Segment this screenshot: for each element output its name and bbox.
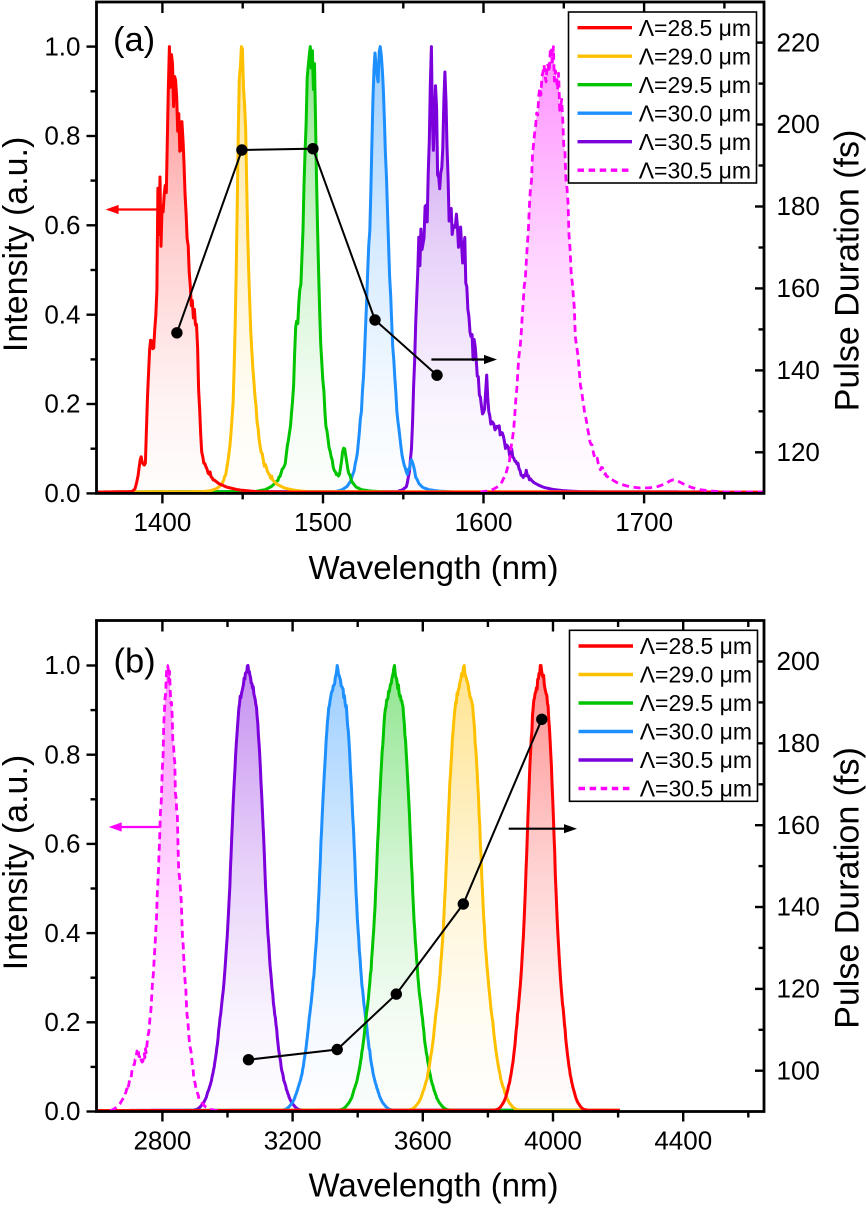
svg-text:Λ=30.5 μm: Λ=30.5 μm bbox=[639, 129, 751, 155]
svg-text:Pulse Duration (fs): Pulse Duration (fs) bbox=[829, 747, 866, 1029]
svg-text:180: 180 bbox=[777, 728, 820, 758]
svg-text:Pulse Duration (fs): Pulse Duration (fs) bbox=[829, 130, 866, 412]
svg-text:Λ=29.0 μm: Λ=29.0 μm bbox=[639, 43, 751, 69]
svg-text:Wavelength (nm): Wavelength (nm) bbox=[308, 1167, 558, 1204]
svg-text:200: 200 bbox=[777, 109, 820, 139]
svg-text:Intensity (a.u.): Intensity (a.u.) bbox=[0, 755, 35, 970]
svg-text:Λ=30.0 μm: Λ=30.0 μm bbox=[640, 719, 752, 745]
svg-text:Λ=30.0 μm: Λ=30.0 μm bbox=[639, 100, 751, 126]
svg-text:180: 180 bbox=[777, 191, 820, 221]
svg-text:0.2: 0.2 bbox=[44, 389, 80, 419]
svg-text:Λ=30.5 μm: Λ=30.5 μm bbox=[639, 157, 751, 183]
svg-text:Λ=29.0 μm: Λ=29.0 μm bbox=[640, 662, 752, 688]
svg-text:0.4: 0.4 bbox=[44, 918, 80, 948]
svg-text:3200: 3200 bbox=[264, 1126, 322, 1156]
svg-text:Intensity (a.u.): Intensity (a.u.) bbox=[0, 137, 35, 352]
svg-text:0.6: 0.6 bbox=[44, 210, 80, 240]
svg-text:Λ=28.5 μm: Λ=28.5 μm bbox=[639, 15, 751, 41]
svg-text:120: 120 bbox=[777, 437, 820, 467]
svg-text:0.6: 0.6 bbox=[44, 829, 80, 859]
svg-text:Λ=30.5 μm: Λ=30.5 μm bbox=[640, 747, 752, 773]
svg-text:1600: 1600 bbox=[455, 507, 513, 537]
svg-text:1500: 1500 bbox=[294, 507, 352, 537]
svg-text:0.8: 0.8 bbox=[44, 121, 80, 151]
svg-text:Λ=28.5 μm: Λ=28.5 μm bbox=[640, 633, 752, 659]
svg-text:120: 120 bbox=[777, 974, 820, 1004]
svg-text:Λ=30.5 μm: Λ=30.5 μm bbox=[640, 776, 752, 802]
svg-text:Wavelength (nm): Wavelength (nm) bbox=[308, 549, 558, 586]
svg-text:100: 100 bbox=[777, 1055, 820, 1085]
svg-text:0.4: 0.4 bbox=[44, 299, 80, 329]
svg-text:0.0: 0.0 bbox=[44, 1096, 80, 1126]
svg-text:140: 140 bbox=[777, 892, 820, 922]
svg-text:(a): (a) bbox=[113, 21, 155, 59]
svg-text:4000: 4000 bbox=[524, 1126, 582, 1156]
svg-text:4400: 4400 bbox=[654, 1126, 712, 1156]
svg-text:220: 220 bbox=[777, 27, 820, 57]
svg-text:140: 140 bbox=[777, 355, 820, 385]
svg-text:0.8: 0.8 bbox=[44, 739, 80, 769]
svg-text:160: 160 bbox=[777, 273, 820, 303]
svg-text:1.0: 1.0 bbox=[44, 650, 80, 680]
svg-text:160: 160 bbox=[777, 810, 820, 840]
svg-text:3600: 3600 bbox=[394, 1126, 452, 1156]
svg-text:200: 200 bbox=[777, 646, 820, 676]
svg-text:Λ=29.5 μm: Λ=29.5 μm bbox=[639, 72, 751, 98]
svg-text:1400: 1400 bbox=[133, 507, 191, 537]
svg-text:2800: 2800 bbox=[133, 1126, 191, 1156]
svg-text:(b): (b) bbox=[114, 643, 156, 681]
svg-text:0.0: 0.0 bbox=[44, 478, 80, 508]
svg-text:1700: 1700 bbox=[615, 507, 673, 537]
svg-text:0.2: 0.2 bbox=[44, 1007, 80, 1037]
svg-text:Λ=29.5 μm: Λ=29.5 μm bbox=[640, 690, 752, 716]
svg-text:1.0: 1.0 bbox=[44, 31, 80, 61]
